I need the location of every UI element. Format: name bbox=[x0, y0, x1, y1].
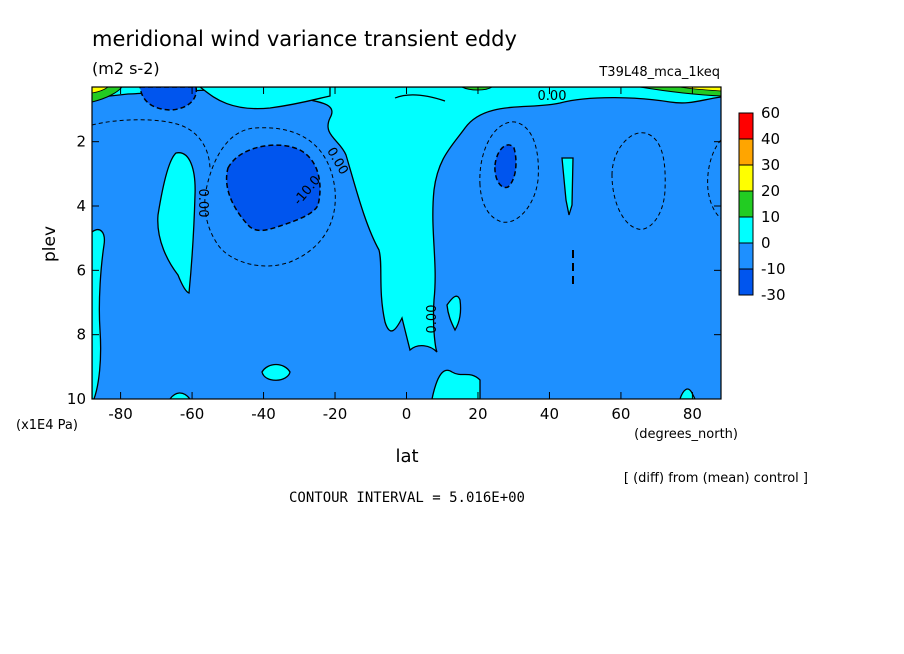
colorbar-label: 30 bbox=[761, 156, 780, 174]
contour-label: 0.00 bbox=[425, 305, 440, 334]
x-tick-label: -60 bbox=[180, 405, 205, 423]
x-tick-label: -80 bbox=[108, 405, 133, 423]
region-positive-left bbox=[157, 152, 196, 294]
colorbar-label: 10 bbox=[761, 208, 780, 226]
contour-dashed-2 bbox=[479, 121, 539, 223]
colorbar-band bbox=[738, 216, 754, 244]
y-axis-scale-label: (x1E4 Pa) bbox=[16, 418, 78, 433]
footer-note: [ (diff) from (mean) control ] bbox=[624, 471, 808, 486]
colorbar-band bbox=[738, 242, 754, 270]
x-axis: -80 -60 -40 -20 0 20 40 60 80 bbox=[108, 87, 702, 423]
contour-dashed-3 bbox=[611, 132, 666, 230]
contour-dashed-1 bbox=[204, 127, 336, 267]
colorbar-band bbox=[738, 164, 754, 192]
contour-interval: CONTOUR INTERVAL = 5.016E+00 bbox=[289, 490, 525, 506]
x-axis-units-label: (degrees_north) bbox=[634, 427, 738, 442]
x-tick-label: 80 bbox=[683, 405, 702, 423]
contour-dashed-5 bbox=[707, 139, 721, 219]
region-positive-small bbox=[446, 295, 462, 332]
y-axis-label: plev bbox=[40, 226, 60, 262]
colorbar-label: 20 bbox=[761, 182, 780, 200]
x-tick-label: 60 bbox=[611, 405, 630, 423]
top-wisp bbox=[394, 94, 446, 102]
plot-area bbox=[92, 87, 721, 399]
y-tick-label: 8 bbox=[76, 326, 86, 344]
contour-label: 0.00 bbox=[538, 89, 567, 104]
chart-title: meridional wind variance transient eddy bbox=[92, 27, 517, 51]
x-tick-label: -40 bbox=[251, 405, 276, 423]
colorbar-band bbox=[738, 268, 754, 296]
contour-dashed-4 bbox=[92, 119, 211, 171]
high-value-fringe-right-inner bbox=[679, 87, 721, 92]
x-tick-label: -20 bbox=[323, 405, 348, 423]
contour-label: 0.00 bbox=[195, 189, 210, 218]
x-tick-label: 20 bbox=[468, 405, 487, 423]
region-positive-right-strip bbox=[561, 157, 574, 216]
x-tick-label: 40 bbox=[540, 405, 559, 423]
colorbar-label: -10 bbox=[761, 260, 786, 278]
region-positive-bottom-mid bbox=[431, 369, 481, 399]
y-tick-label: 4 bbox=[76, 197, 86, 215]
y-axis: 2 4 6 8 10 bbox=[67, 133, 721, 408]
colorbar-label: 0 bbox=[761, 234, 771, 252]
colorbar-label: 60 bbox=[761, 104, 780, 122]
colorbar-band bbox=[738, 112, 754, 140]
x-axis-label: lat bbox=[395, 446, 418, 467]
region-positive-left-edge bbox=[92, 229, 106, 399]
colorbar-label: -30 bbox=[761, 286, 786, 304]
y-tick-label: 6 bbox=[76, 261, 86, 279]
y-tick-label: 10 bbox=[67, 390, 86, 408]
colorbar: 60 40 30 20 10 0 -10 -30 bbox=[738, 104, 786, 304]
colorbar-label: 40 bbox=[761, 130, 780, 148]
chart-units: (m2 s-2) bbox=[92, 59, 160, 78]
region-negative-strong-3 bbox=[494, 144, 517, 189]
colorbar-band bbox=[738, 138, 754, 166]
region-negative-strong-2 bbox=[225, 144, 321, 232]
colorbar-band bbox=[738, 190, 754, 218]
region-positive-bottom-island bbox=[261, 363, 291, 381]
region-positive-top-left bbox=[198, 87, 331, 110]
y-tick-label: 2 bbox=[76, 133, 86, 151]
run-label: T39L48_mca_1keq bbox=[598, 65, 720, 80]
x-tick-label: 0 bbox=[402, 405, 412, 423]
region-negative-strong-1 bbox=[139, 87, 198, 111]
